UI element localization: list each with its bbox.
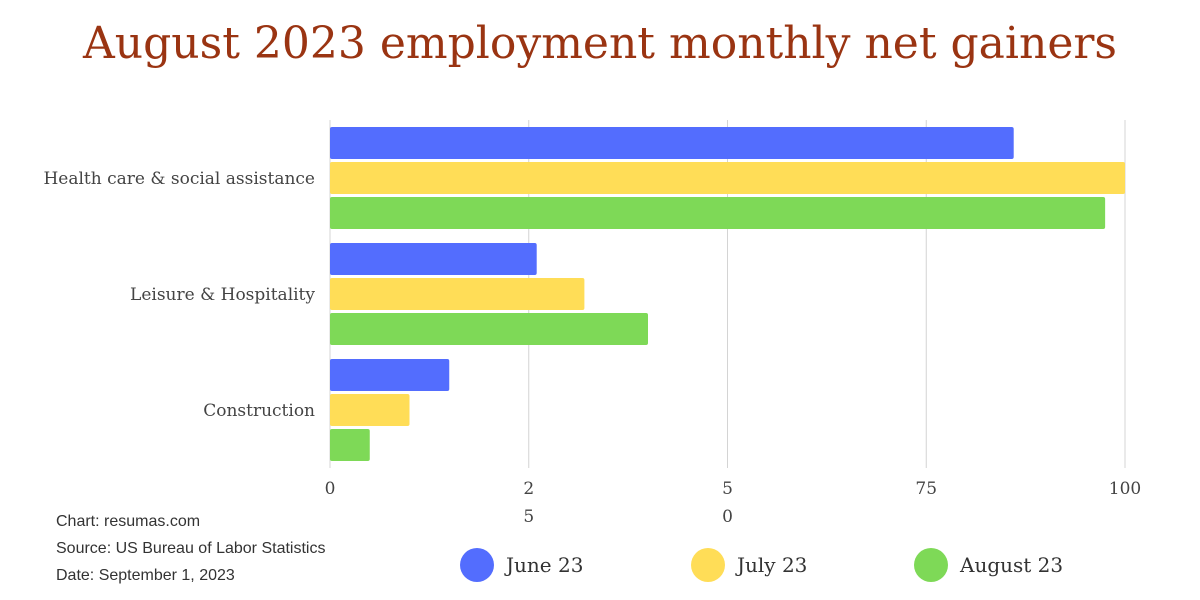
x-tick-label-0: 0: [325, 479, 336, 499]
legend-swatch-july: [691, 548, 725, 582]
bar-1-0: [330, 243, 537, 275]
legend-swatch-august: [914, 548, 948, 582]
legend-swatch-june: [460, 548, 494, 582]
chart-credits: Chart: resumas.com Source: US Bureau of …: [56, 508, 325, 589]
legend-label-june: June 23: [506, 553, 584, 577]
x-tick-label-2-line1: 0: [722, 507, 733, 527]
x-tick-label-2: 5: [722, 479, 733, 499]
credit-chart: Chart: resumas.com: [56, 513, 201, 530]
category-label-2: Construction: [203, 401, 315, 421]
bar-0-2: [330, 197, 1106, 229]
bar-0-1: [330, 162, 1125, 194]
category-label-1: Leisure & Hospitality: [130, 285, 315, 305]
bar-chart: Health care & social assistance Leisure &…: [43, 120, 1141, 527]
bar-2-1: [330, 394, 410, 426]
legend-item-june: June 23: [460, 548, 583, 582]
x-tick-label-4: 100: [1109, 479, 1141, 499]
x-tick-label-3: 75: [915, 479, 937, 499]
legend-label-august: August 23: [960, 553, 1064, 577]
bar-1-1: [330, 278, 585, 310]
legend-item-july: July 23: [691, 548, 807, 582]
credit-source: Source: US Bureau of Labor Statistics: [56, 540, 326, 557]
legend-item-august: August 23: [914, 548, 1063, 582]
bar-1-2: [330, 313, 648, 345]
x-tick-label-1: 2: [523, 479, 534, 499]
credit-date: Date: September 1, 2023: [56, 567, 235, 584]
chart-legend: June 23 July 23 August 23: [0, 548, 1200, 584]
legend-label-july: July 23: [737, 553, 808, 577]
chart-title: August 2023 employment monthly net gaine…: [83, 18, 1117, 69]
bar-0-0: [330, 127, 1014, 159]
bar-2-0: [330, 359, 450, 391]
bar-2-2: [330, 429, 370, 461]
category-label-0: Health care & social assistance: [43, 169, 315, 189]
x-tick-label-1-line1: 5: [523, 507, 534, 527]
